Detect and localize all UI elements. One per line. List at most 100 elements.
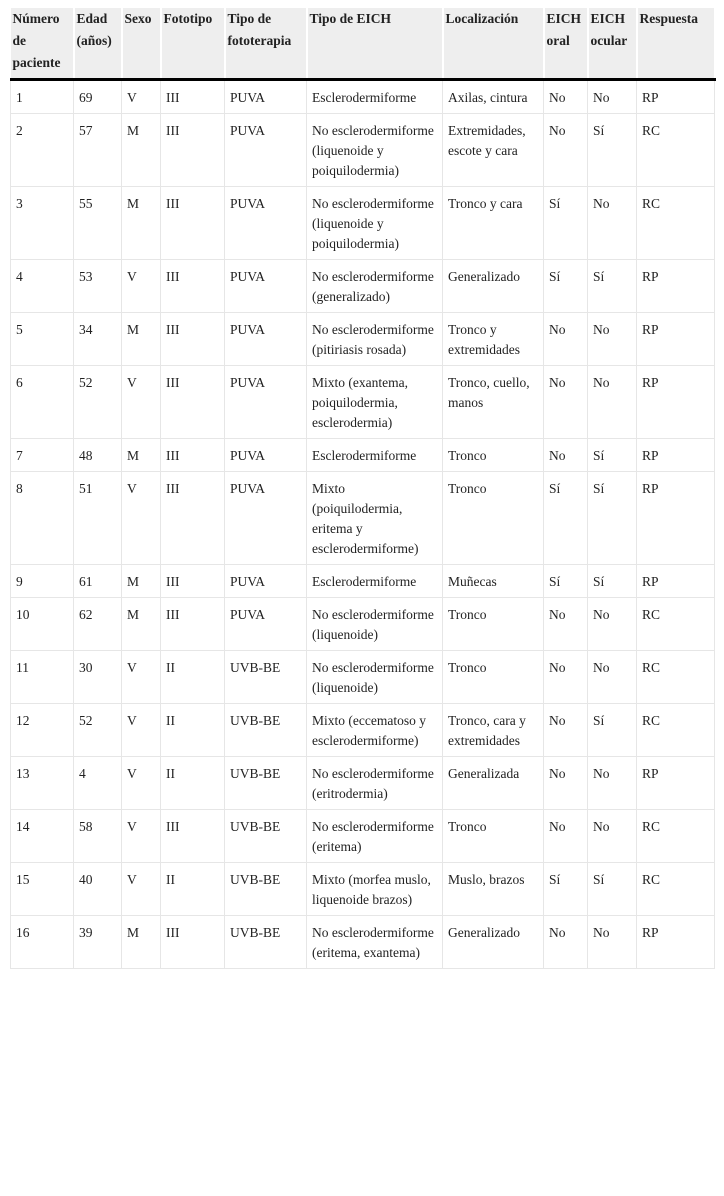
- cell-ocular-gvhd: Sí: [587, 471, 637, 565]
- cell-phototherapy-type: PUVA: [224, 113, 307, 187]
- cell-location: Extremidades, escote y cara: [442, 113, 544, 187]
- table-row: 7 48 M III PUVA Esclerodermiforme Tronco No Sí RP: [10, 438, 715, 472]
- cell-phototherapy-type: UVB-BE: [224, 809, 307, 863]
- cell-age: 39: [73, 915, 122, 969]
- cell-age: 48: [73, 438, 122, 472]
- cell-ocular-gvhd: Sí: [587, 703, 637, 757]
- cell-response: RP: [636, 312, 715, 366]
- cell-location: Axilas, cintura: [442, 79, 544, 114]
- cell-sex: V: [121, 809, 161, 863]
- cell-ocular-gvhd: No: [587, 809, 637, 863]
- cell-phototype: III: [160, 113, 225, 187]
- cell-oral-gvhd: No: [543, 438, 588, 472]
- table-row: 12 52 V II UVB-BE Mixto (eccematoso y esclero…: [10, 703, 715, 757]
- cell-phototype: III: [160, 809, 225, 863]
- cell-phototype: II: [160, 756, 225, 810]
- cell-patient-number: 12: [10, 703, 74, 757]
- cell-patient-number: 7: [10, 438, 74, 472]
- cell-ocular-gvhd: Sí: [587, 564, 637, 598]
- cell-age: 61: [73, 564, 122, 598]
- cell-phototherapy-type: UVB-BE: [224, 650, 307, 704]
- cell-phototherapy-type: UVB-BE: [224, 915, 307, 969]
- cell-ocular-gvhd: Sí: [587, 438, 637, 472]
- table-row: 16 39 M III UVB-BE No esclerodermiforme (erit…: [10, 915, 715, 969]
- cell-location: Tronco, cuello, manos: [442, 365, 544, 439]
- cell-patient-number: 10: [10, 597, 74, 651]
- table-row: 5 34 M III PUVA No esclerodermiforme (pitiria…: [10, 312, 715, 366]
- cell-response: RP: [636, 259, 715, 313]
- cell-gvhd-type: No esclerodermiforme (liquenoide y poiqu…: [306, 113, 443, 187]
- cell-phototype: III: [160, 79, 225, 114]
- cell-oral-gvhd: Sí: [543, 471, 588, 565]
- header-phototherapy-type: Tipo de fototerapia: [224, 8, 308, 81]
- cell-age: 52: [73, 703, 122, 757]
- cell-oral-gvhd: No: [543, 915, 588, 969]
- cell-location: Generalizada: [442, 756, 544, 810]
- cell-oral-gvhd: No: [543, 650, 588, 704]
- cell-sex: V: [121, 756, 161, 810]
- cell-age: 30: [73, 650, 122, 704]
- cell-phototherapy-type: PUVA: [224, 259, 307, 313]
- cell-oral-gvhd: No: [543, 312, 588, 366]
- cell-age: 58: [73, 809, 122, 863]
- cell-oral-gvhd: No: [543, 756, 588, 810]
- header-phototype: Fototipo: [160, 8, 226, 81]
- cell-gvhd-type: No esclerodermiforme (liquenoide): [306, 650, 443, 704]
- cell-response: RP: [636, 438, 715, 472]
- cell-phototype: III: [160, 915, 225, 969]
- cell-phototype: III: [160, 471, 225, 565]
- cell-sex: V: [121, 365, 161, 439]
- cell-response: RC: [636, 862, 715, 916]
- cell-location: Tronco: [442, 438, 544, 472]
- cell-phototherapy-type: PUVA: [224, 186, 307, 260]
- cell-response: RP: [636, 471, 715, 565]
- cell-age: 69: [73, 79, 122, 114]
- cell-phototherapy-type: UVB-BE: [224, 703, 307, 757]
- cell-patient-number: 2: [10, 113, 74, 187]
- table-row: 4 53 V III PUVA No esclerodermiforme (general…: [10, 259, 715, 313]
- cell-gvhd-type: No esclerodermiforme (eritrodermia): [306, 756, 443, 810]
- cell-gvhd-type: No esclerodermiforme (liquenoide): [306, 597, 443, 651]
- cell-response: RC: [636, 113, 715, 187]
- table-row: 14 58 V III UVB-BE No esclerodermiforme (erit…: [10, 809, 715, 863]
- header-location: Localización: [442, 8, 545, 81]
- cell-location: Tronco: [442, 597, 544, 651]
- cell-sex: M: [121, 186, 161, 260]
- cell-age: 53: [73, 259, 122, 313]
- cell-phototherapy-type: PUVA: [224, 79, 307, 114]
- cell-oral-gvhd: No: [543, 79, 588, 114]
- cell-response: RP: [636, 564, 715, 598]
- table-row: 6 52 V III PUVA Mixto (exantema, poiquiloderm…: [10, 365, 715, 439]
- cell-phototype: III: [160, 365, 225, 439]
- table-row: 9 61 M III PUVA Esclerodermiforme Muñecas Sí Sí R…: [10, 564, 715, 598]
- cell-patient-number: 11: [10, 650, 74, 704]
- cell-phototype: II: [160, 650, 225, 704]
- cell-patient-number: 13: [10, 756, 74, 810]
- cell-age: 51: [73, 471, 122, 565]
- cell-age: 34: [73, 312, 122, 366]
- cell-location: Generalizado: [442, 259, 544, 313]
- cell-patient-number: 16: [10, 915, 74, 969]
- cell-location: Muñecas: [442, 564, 544, 598]
- header-oral-gvhd: EICH oral: [543, 8, 589, 81]
- cell-response: RC: [636, 186, 715, 260]
- cell-response: RP: [636, 365, 715, 439]
- cell-oral-gvhd: Sí: [543, 862, 588, 916]
- cell-phototherapy-type: PUVA: [224, 597, 307, 651]
- header-gvhd-type: Tipo de EICH: [306, 8, 444, 81]
- cell-age: 52: [73, 365, 122, 439]
- cell-age: 62: [73, 597, 122, 651]
- cell-gvhd-type: Esclerodermiforme: [306, 564, 443, 598]
- cell-ocular-gvhd: No: [587, 186, 637, 260]
- cell-response: RP: [636, 915, 715, 969]
- cell-response: RC: [636, 597, 715, 651]
- cell-age: 40: [73, 862, 122, 916]
- cell-oral-gvhd: Sí: [543, 564, 588, 598]
- cell-age: 4: [73, 756, 122, 810]
- cell-phototype: III: [160, 186, 225, 260]
- cell-sex: V: [121, 471, 161, 565]
- cell-phototype: III: [160, 597, 225, 651]
- cell-response: RP: [636, 79, 715, 114]
- cell-phototype: II: [160, 862, 225, 916]
- cell-gvhd-type: No esclerodermiforme (eritema, exantema): [306, 915, 443, 969]
